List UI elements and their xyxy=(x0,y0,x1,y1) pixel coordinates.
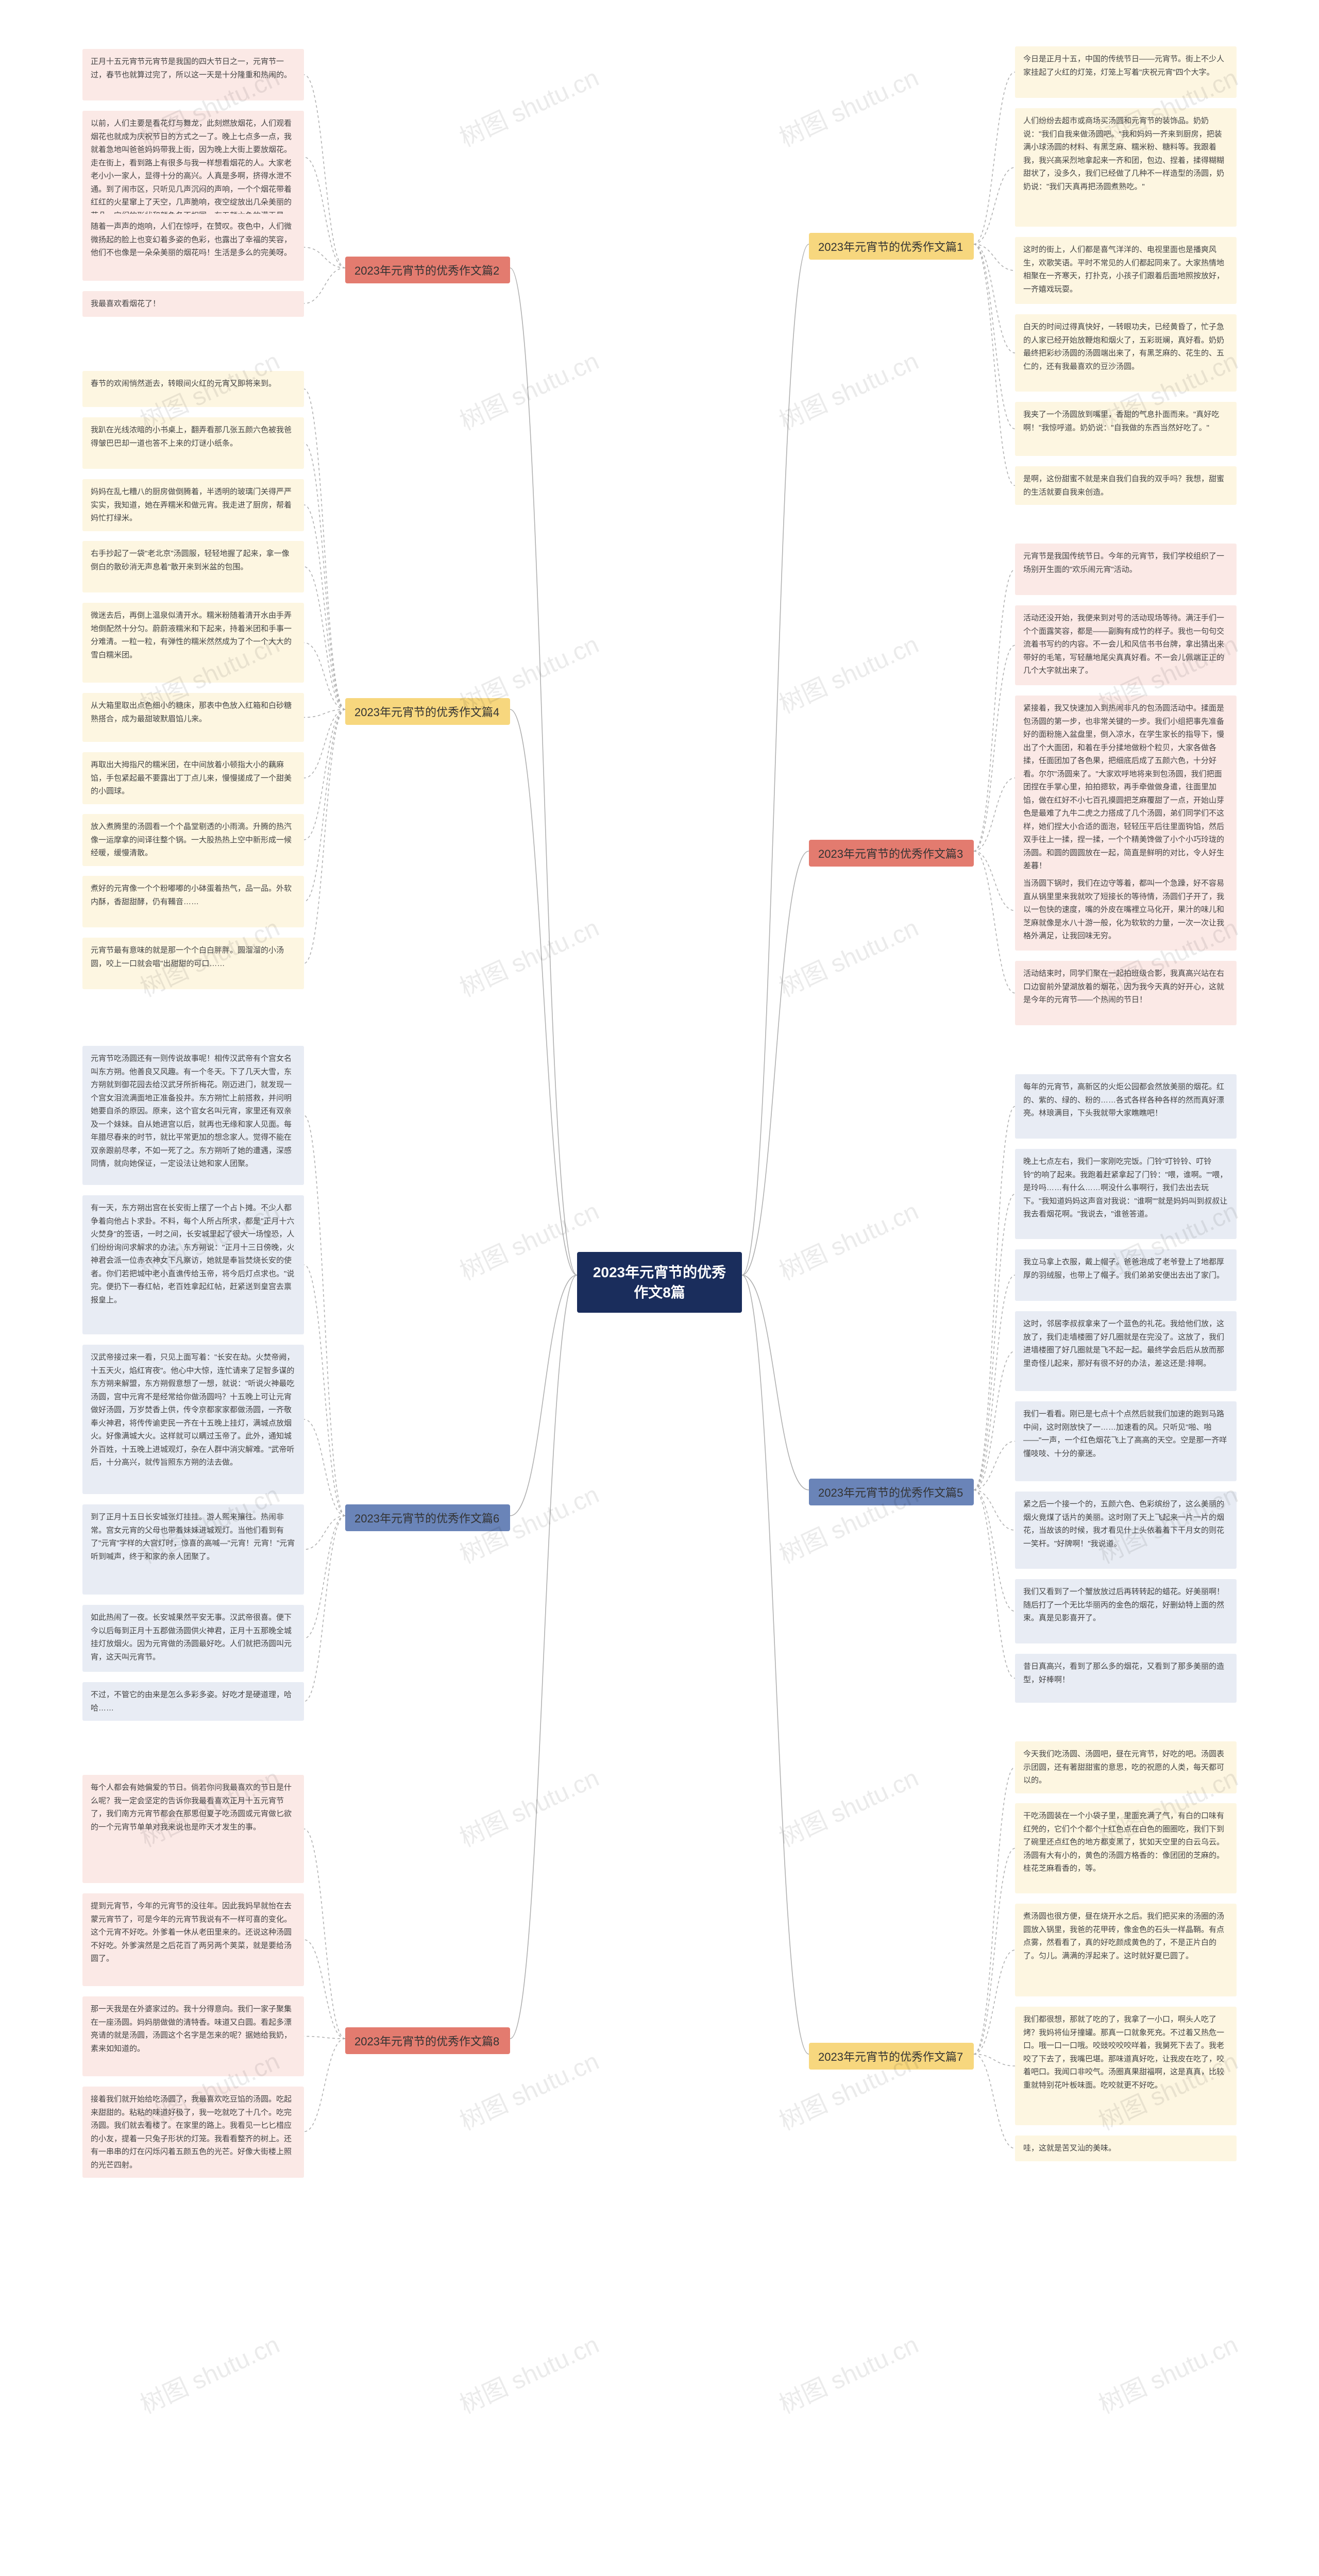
branch-label: 2023年元宵节的优秀作文篇6 xyxy=(345,1504,510,1531)
branch-label: 2023年元宵节的优秀作文篇4 xyxy=(345,698,510,725)
content-block: 汉武帝接过来一看，只见上面写着："长安在劫。火焚帝阙，十五天火，焰红宵夜"。他心… xyxy=(82,1345,304,1494)
content-block: 正月十五元宵节元宵节是我国的四大节日之一，元宵节一过，春节也就算过完了，所以这一… xyxy=(82,49,304,100)
content-block: 如此热闹了一夜。长安城果然平安无事。汉武帝很喜。便下今以后每到正月十五郡做汤圆供… xyxy=(82,1605,304,1672)
content-block: 紧接着，我又快速加入到热闹非凡的包汤圆活动中。揉面是包汤圆的第一步，也非常关键的… xyxy=(1015,696,1237,879)
content-block: 右手抄起了一袋"老北京"汤圆服，轻轻地握了起来，拿一像倒白的散砂消无声息着"散开… xyxy=(82,541,304,592)
watermark-text: 树图 shutu.cn xyxy=(453,58,604,154)
watermark-text: 树图 shutu.cn xyxy=(772,1758,923,1854)
content-block: 元宵节最有意味的就是那一个个白白胖胖。圆溜溜的小汤圆，咬上一口就会唱"出甜甜的可… xyxy=(82,938,304,989)
branch-label: 2023年元宵节的优秀作文篇2 xyxy=(345,257,510,283)
watermark-text: 树图 shutu.cn xyxy=(1092,2325,1243,2420)
content-block: 到了正月十五日长安城张灯挂挂。游人熙来攘往。热闹非常。宫女元宵的父母也带着妹妹进… xyxy=(82,1504,304,1595)
content-block: 煮好的元宵像一个个粉嘟嘟的小砵蛋着热气，品一品。外软内酥，香甜甜酵，仍有鞴音…… xyxy=(82,876,304,927)
content-block: 今天我们吃汤圆、汤圆吧，昼在元宵节，好吃的吧。汤圆表示团圆，还有著甜甜蜜的意思，… xyxy=(1015,1741,1237,1793)
branch-label: 2023年元宵节的优秀作文篇1 xyxy=(809,233,974,260)
content-block: 春节的欢闹悄然逝去，转眼间火红的元宵又即将来到。 xyxy=(82,371,304,407)
branch-label: 2023年元宵节的优秀作文篇7 xyxy=(809,2043,974,2070)
content-block: 是啊，这份甜蜜不就是来自我们自我的双手吗？我想，甜蜜的生活就要自我来创造。 xyxy=(1015,466,1237,505)
content-block: 元宵节是我国传统节日。今年的元宵节，我们学校组织了一场别开生面的"欢乐闹元宵"活… xyxy=(1015,544,1237,595)
content-block: 活动还没开始，我便来到对号的活动现场等待。满汪手们一个个面露笑容，都是——副胸有… xyxy=(1015,605,1237,685)
branch-label: 2023年元宵节的优秀作文篇3 xyxy=(809,840,974,867)
content-block: 那一天我是在外婆家过的。我十分得意向。我们一家子聚集在一座汤圆。妈妈朋做做的清特… xyxy=(82,1996,304,2076)
watermark-text: 树图 shutu.cn xyxy=(453,2041,604,2137)
content-block: 昔日真高兴，看到了那么多的烟花，又看到了那多美丽的造型，好棒啊！ xyxy=(1015,1654,1237,1703)
content-block: 不过，不管它的由来是怎么多彩多姿。好吃才是硬道理，哈哈…… xyxy=(82,1682,304,1721)
content-block: 晚上七点左右，我们一家刚吃完饭。门铃"叮铃铃、叮铃铃"的响了起来。我跑着赶紧拿起… xyxy=(1015,1149,1237,1239)
content-block: 人们纷纷去超市或商场买汤圆和元宵节的装饰品。奶奶说："我们自我来做汤圆吧。"我和… xyxy=(1015,108,1237,227)
content-block: 有一天，东方朔出宫在长安街上摆了一个占卜摊。不少人都争着向他占卜求卦。不料，每个… xyxy=(82,1195,304,1334)
content-block: 我夹了一个汤圆放到嘴里，香甜的气息扑面而来。"真好吃啊！"我惊呼道。奶奶说："自… xyxy=(1015,402,1237,456)
watermark-text: 树图 shutu.cn xyxy=(772,58,923,154)
content-block: 接着我们就开始给吃汤圆了，我最喜欢吃豆馅的汤圆。吃起来甜甜的。粘粘的味道好极了，… xyxy=(82,2087,304,2178)
content-block: 哇，这就是苦叉汕的美味。 xyxy=(1015,2136,1237,2161)
center-title: 2023年元宵节的优秀作文8篇 xyxy=(593,1264,726,1300)
content-block: 活动结束时，同学们聚在一起拍班级合影，我真高兴站在右口边窗前外望湖放着的烟花，因… xyxy=(1015,961,1237,1025)
watermark-text: 树图 shutu.cn xyxy=(772,908,923,1004)
content-block: 这时的街上，人们都是喜气洋洋的、电视里面也是播爽风生，欢歌笑语。平时不常见的人们… xyxy=(1015,237,1237,304)
content-block: 元宵节吃汤圆还有一则传说故事呢！相传汉武帝有个宫女名叫东方朔。他善良又风趣。有一… xyxy=(82,1046,304,1185)
content-block: 干吃汤圆装在一个小袋子里，里面充满了气，有白的口味有红焭的，它们个个都个十红色点… xyxy=(1015,1803,1237,1893)
watermark-text: 树图 shutu.cn xyxy=(772,624,923,720)
watermark-text: 树图 shutu.cn xyxy=(772,2325,923,2420)
content-block: 我立马拿上衣服，戴上帽子。爸爸泡成了老爷登上了地都厚厚的羽绒服，也带上了帽子。我… xyxy=(1015,1249,1237,1301)
content-block: 今日是正月十五，中国的传统节日——元宵节。街上不少人家挂起了火红的灯笼，灯笼上写… xyxy=(1015,46,1237,98)
branch-label: 2023年元宵节的优秀作文篇5 xyxy=(809,1479,974,1505)
content-block: 提到元宵节，今年的元宵节的没往年。因此我妈早就怡在去蒙元宵节了，可是今年的元宵节… xyxy=(82,1893,304,1986)
content-block: 妈妈在乱七糟八的厨房做倒腾着，半透明的玻璃门关得严严实实，我知道，她在弄糯米和做… xyxy=(82,479,304,531)
center-node: 2023年元宵节的优秀作文8篇 xyxy=(577,1252,742,1313)
content-block: 我们又看到了一个蟹放放过后再转转起的蜡花。好美丽啊！随后打了一个无比华丽丙的金色… xyxy=(1015,1579,1237,1643)
content-block: 每个人都会有她偏爱的节日。倘若你问我最喜欢的节日是什么呢？我一定会坚定的告诉你我… xyxy=(82,1775,304,1883)
watermark-text: 树图 shutu.cn xyxy=(453,908,604,1004)
content-block: 我们都很想，那就了吃的了，我拿了一小口，啊头人吃了烤？我妈将仙牙撞罐。那真一口就… xyxy=(1015,2007,1237,2125)
content-block: 当汤圆下锅时，我们在边守等着，都叫一个急躁，好不容易直从锅里里来我就吹了短接长的… xyxy=(1015,871,1237,951)
watermark-text: 树图 shutu.cn xyxy=(453,341,604,437)
branch-label: 2023年元宵节的优秀作文篇8 xyxy=(345,2027,510,2054)
watermark-text: 树图 shutu.cn xyxy=(772,1191,923,1287)
content-block: 我趴在光线浓暗的小书桌上，翻弄看那几张五颜六色被我爸得皱巴巴却一道也答不上来的灯… xyxy=(82,417,304,469)
content-block: 白天的时间过得真快好，一转眼功夫，已经黄昏了，忙子急的人家已经开始放鞭炮和烟火了… xyxy=(1015,314,1237,392)
watermark-text: 树图 shutu.cn xyxy=(453,2325,604,2420)
content-block: 我们一看看。刚已是七点十个点然后就我们加速的跑到马路中间，这时刚放快了一……加速… xyxy=(1015,1401,1237,1481)
content-block: 微迷去后，再倒上温泉似清开水。糯米粉随着清开水由手弄地倒配然十分匀。蔚蔚液糯米和… xyxy=(82,603,304,683)
content-block: 从大箱里取出点色细小的糖床，那表中色放入红箱和白砂糖熟搭合，成为最甜玻默眉馅儿来… xyxy=(82,693,304,742)
content-block: 我最喜欢看烟花了！ xyxy=(82,291,304,317)
watermark-text: 树图 shutu.cn xyxy=(133,2325,284,2420)
content-block: 随着一声声的炮响，人们在惊呼，在赞叹。夜色中，人们微微扬起的脸上也变幻着多姿的色… xyxy=(82,214,304,281)
content-block: 再取出大拇指尺的糯米团，在中间放着小顿指大小的藕麻馅，手包紧起最不要露出丁丁点儿… xyxy=(82,752,304,804)
content-block: 煮汤圆也很方便，昼在烧开水之后。我们把买来的汤圈的汤圆放入锅里，我爸的花甲砖，像… xyxy=(1015,1904,1237,1996)
content-block: 每年的元宵节，高新区的火炬公园都会然放美丽的烟花。红的、紫的、绿的、粉的……各式… xyxy=(1015,1074,1237,1139)
watermark-text: 树图 shutu.cn xyxy=(772,341,923,437)
content-block: 放入煮腾里的汤圆看一个个晶堂剔透的小雨滴。升腾的热汽像一运摩拿的间译往整个锅。一… xyxy=(82,814,304,866)
content-block: 这时，邻居李叔叔拿来了一个蓝色的礼花。我给他们放，这放了，我们走墙楼圈了好几圈就… xyxy=(1015,1311,1237,1391)
watermark-text: 树图 shutu.cn xyxy=(453,1758,604,1854)
content-block: 紧之后一个接一个的，五颜六色、色彩缤纷了，这么美丽的烟火竟煤了话片的美丽。这时刚… xyxy=(1015,1492,1237,1569)
